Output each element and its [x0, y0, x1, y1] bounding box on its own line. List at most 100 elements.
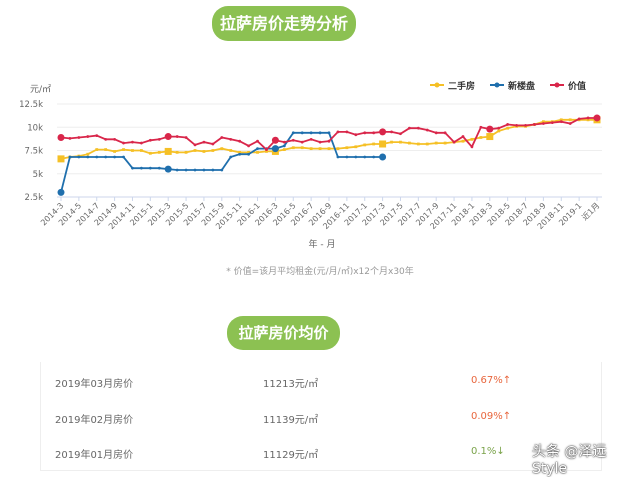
data-point — [104, 155, 108, 159]
data-point — [193, 168, 197, 172]
data-point — [486, 133, 494, 141]
data-point — [318, 147, 322, 151]
data-point — [140, 141, 143, 145]
data-point — [86, 135, 90, 138]
data-point — [113, 155, 116, 159]
data-point — [193, 143, 197, 147]
data-point — [211, 168, 215, 172]
data-point — [550, 121, 554, 124]
price-trend-chart: 元/㎡2.5k5k7.5k10k12.5k2014-32014-52014-72… — [19, 80, 602, 250]
data-point — [497, 129, 501, 133]
data-point — [184, 150, 188, 154]
data-point — [559, 120, 563, 124]
data-point — [104, 148, 108, 151]
data-point — [211, 142, 215, 146]
data-point — [542, 122, 545, 125]
data-point — [291, 131, 295, 135]
data-point — [327, 131, 331, 135]
data-point — [57, 188, 65, 196]
data-point — [577, 117, 581, 121]
data-point — [497, 126, 501, 130]
data-point — [300, 140, 304, 144]
data-point — [559, 118, 563, 122]
data-point — [506, 126, 510, 130]
data-point — [542, 120, 545, 124]
data-point — [148, 151, 152, 155]
row-change: 0.09%↑ — [471, 411, 512, 422]
data-point — [309, 131, 313, 135]
data-point — [220, 136, 224, 139]
data-point — [479, 125, 483, 129]
data-point — [131, 140, 134, 144]
data-point — [86, 152, 90, 156]
data-point — [461, 135, 465, 138]
row-price: 11213元/㎡ — [263, 379, 319, 390]
data-point — [434, 131, 438, 135]
row-label: 2019年01月房价 — [55, 450, 134, 461]
data-point — [271, 136, 279, 144]
data-point — [148, 166, 152, 170]
data-point — [175, 168, 179, 172]
data-point — [408, 126, 411, 130]
price-row: 2019年03月房价 11213元/㎡ 0.67%↑ — [41, 375, 601, 395]
data-point — [291, 146, 295, 150]
data-point — [193, 149, 197, 152]
data-point — [486, 125, 494, 133]
data-point — [238, 150, 242, 154]
data-point — [164, 165, 172, 173]
data-point — [336, 155, 340, 159]
data-point — [122, 148, 125, 151]
row-price: 11129元/㎡ — [263, 450, 319, 461]
data-point — [452, 140, 456, 144]
data-point — [282, 140, 286, 144]
data-point — [363, 143, 367, 147]
legend-label: 新楼盘 — [508, 80, 535, 92]
data-point — [57, 133, 65, 141]
data-point — [202, 140, 206, 144]
data-point — [256, 150, 259, 154]
data-point — [164, 147, 172, 155]
data-point — [345, 130, 349, 134]
data-point — [443, 141, 447, 145]
data-point — [372, 155, 376, 159]
data-point — [345, 146, 349, 150]
data-point — [68, 155, 72, 159]
data-point — [95, 148, 99, 151]
price-row: 2019年01月房价 11129元/㎡ 0.1%↓ — [41, 446, 601, 466]
data-point — [336, 130, 340, 134]
data-point — [399, 140, 402, 144]
data-point — [265, 148, 268, 151]
data-point — [57, 155, 65, 163]
price-table: 2019年03月房价 11213元/㎡ 0.67%↑ 2019年02月房价 11… — [40, 362, 602, 471]
data-point — [140, 166, 143, 170]
y-tick-label: 2.5k — [25, 193, 44, 203]
data-point — [211, 149, 215, 152]
data-point — [379, 140, 387, 148]
legend-marker — [554, 82, 560, 88]
data-point — [515, 123, 518, 127]
data-point — [399, 132, 402, 136]
data-point — [336, 147, 340, 151]
data-point — [238, 152, 242, 156]
data-point — [390, 140, 393, 144]
data-point — [379, 153, 387, 161]
data-point — [220, 168, 224, 172]
data-point — [470, 137, 474, 141]
data-point — [309, 147, 313, 151]
data-point — [568, 122, 572, 125]
row-label: 2019年02月房价 — [55, 415, 134, 426]
data-point — [247, 144, 251, 148]
data-point — [282, 144, 286, 148]
data-point — [256, 139, 259, 143]
data-point — [379, 128, 387, 136]
data-point — [202, 168, 206, 172]
data-point — [354, 133, 358, 137]
data-point — [586, 116, 590, 120]
data-point — [247, 150, 250, 154]
data-point — [131, 149, 134, 152]
data-point — [220, 147, 224, 151]
y-tick-label: 7.5k — [25, 147, 44, 157]
data-point — [327, 139, 331, 143]
watermark: 头条 @泽远Style — [532, 444, 607, 477]
data-point — [506, 123, 510, 126]
